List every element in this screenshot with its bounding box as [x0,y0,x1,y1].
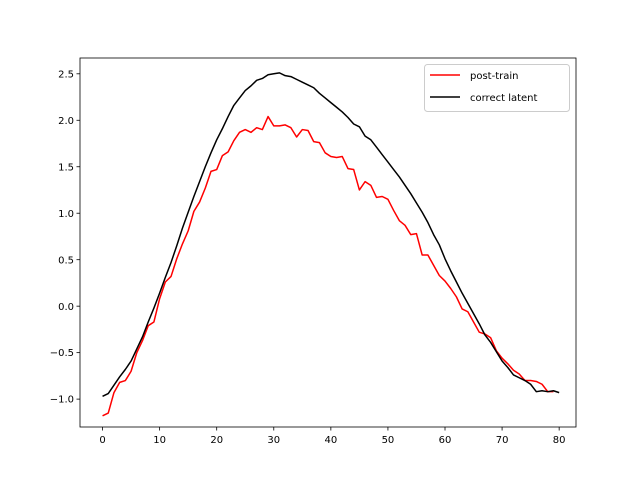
x-tick-label: 80 [553,435,566,446]
x-tick-label: 0 [99,435,105,446]
x-tick-label: 10 [153,435,166,446]
series-layer [102,72,560,417]
x-axis: 0 10 20 30 40 50 60 70 80 [99,427,566,446]
y-tick-label: −1.0 [50,395,74,406]
x-tick-label: 50 [382,435,395,446]
legend-label-post-train: post-train [470,71,518,82]
y-tick-label: 1.0 [58,209,74,220]
legend-label-correct-latent: correct latent [470,93,538,104]
y-tick-label: 2.5 [58,69,74,80]
series-line-post-train [102,115,554,417]
y-tick-label: 1.5 [58,162,74,173]
plot-area [80,58,576,427]
x-tick-label: 20 [210,435,223,446]
x-tick-label: 60 [439,435,452,446]
x-tick-label: 40 [324,435,337,446]
legend-box [424,64,570,112]
y-tick-label: 0.5 [58,255,74,266]
y-tick-label: −0.5 [50,348,74,359]
x-tick-label: 70 [496,435,509,446]
legend: post-train correct latent [424,64,570,112]
x-tick-label: 30 [267,435,280,446]
series-line-correct-latent [102,72,560,398]
y-tick-label: 2.0 [58,116,74,127]
axes-frame [79,57,577,428]
y-axis: −1.0 −0.5 0.0 0.5 1.0 1.5 2.0 2.5 [50,69,80,406]
y-tick-label: 0.0 [58,302,74,313]
